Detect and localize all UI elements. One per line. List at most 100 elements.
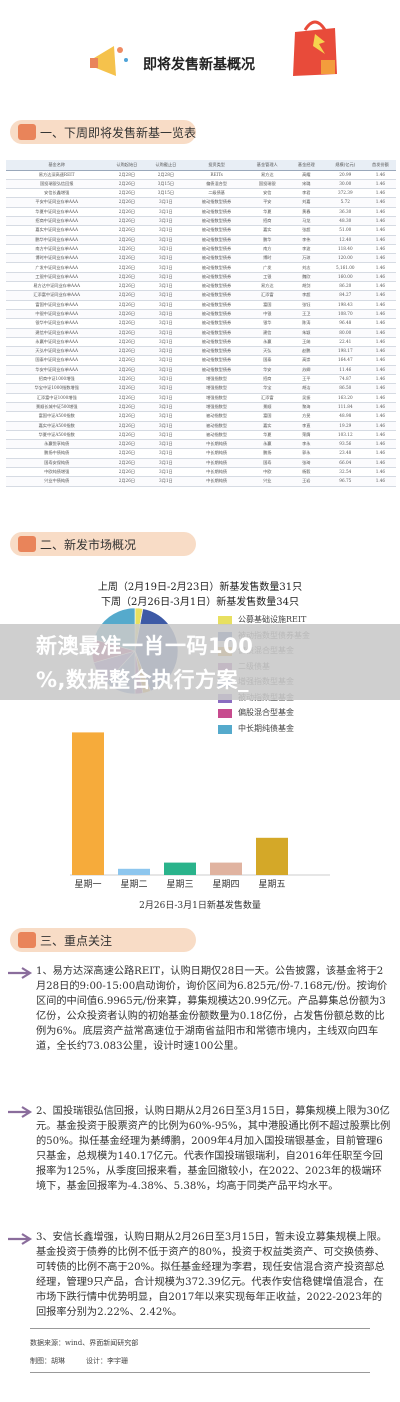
- producer: 制图：胡琳: [30, 1357, 65, 1365]
- table-cell: 1.46: [364, 355, 396, 366]
- table-cell: 偏债混合型: [185, 179, 248, 190]
- table-cell: 黎海: [286, 402, 326, 413]
- table-cell: 李君: [286, 188, 326, 199]
- table-cell: 3月1日: [146, 421, 186, 431]
- table-cell: 3月1日: [146, 318, 186, 329]
- table-cell: 1.46: [364, 439, 396, 450]
- table-cell: 3月1日: [146, 393, 186, 403]
- table-cell: 1.46: [364, 328, 396, 338]
- table-cell: 1.46: [364, 272, 396, 283]
- table-cell: 5.72: [325, 197, 365, 208]
- fund-table: 基金名称 认购起始日 认购截止日 投资类型 基金管理人 基金经理 规模(亿元) 首发份额 易方…: [6, 160, 396, 495]
- table-cell: 华安: [247, 365, 287, 376]
- table-header-row: 基金名称 认购起始日 认购截止日 投资类型 基金管理人 基金经理 规模(亿元) 首发份额: [6, 160, 396, 171]
- table-cell: 被动指数型债券: [185, 318, 248, 329]
- table-row: 汇添富中证1000增强 2月26日 3月1日 增强指数型 汇添富 吴振 163.20 1.46: [6, 393, 396, 403]
- table-cell: 国寿: [247, 458, 287, 469]
- table-cell: 103.12: [325, 430, 365, 441]
- this-week-count: 下周（2月26日-3月1日）新基发售数量34只: [101, 597, 299, 608]
- table-cell: 嘉实中证同业存单AAA: [6, 225, 108, 236]
- data-source: 数据来源：wind、界面新闻研究部: [30, 1339, 139, 1347]
- table-cell: 方旻: [286, 411, 326, 422]
- table-row: 国泰中证同业存单AAA 2月26日 3月1日 被动指数型债券 国泰 高崇 164.47 1.4…: [6, 355, 396, 366]
- table-row: 工银中证同业存单AAA 2月26日 3月1日 被动指数型债券 工银 魏欣 160.00 1.4…: [6, 272, 396, 283]
- table-cell: 2月26日: [107, 272, 147, 283]
- table-cell: 国泰中证同业存单AAA: [6, 355, 108, 366]
- legend-label: 偏股混合型基金: [238, 708, 294, 717]
- table-row: 天弘中证同业存单AAA 2月26日 3月1日 被动指数型债券 天弘 赵鹏 198.17 1.4…: [6, 346, 396, 357]
- table-cell: 增强指数型: [185, 393, 248, 403]
- table-cell: 高耀: [286, 170, 326, 180]
- table-cell: 郭永: [286, 448, 326, 459]
- table-cell: 3月1日: [146, 290, 186, 301]
- table-cell: REITs: [185, 170, 248, 180]
- table-cell: 198.17: [325, 346, 365, 357]
- table-cell: 1.46: [364, 374, 396, 385]
- table-cell: 被动指数型: [185, 411, 248, 422]
- table-cell: 陈涛: [286, 318, 326, 329]
- table-cell: 中长期纯债: [185, 439, 248, 450]
- table-row: 广发中证同业存单AAA 2月26日 3月1日 被动指数型债券 广发 刘志 5,161.00 1…: [6, 262, 396, 273]
- table-cell: 2月26日: [107, 216, 147, 227]
- table-cell: 2月26日: [107, 458, 147, 469]
- table-row: 永赢中证同业存单AAA 2月26日 3月1日 被动指数型债券 永赢 王纳 22.41 1.46: [6, 337, 396, 348]
- table-cell: 3月1日: [146, 383, 186, 394]
- table-header-cell: 认购截止日: [146, 160, 186, 171]
- table-cell: 3月15日: [146, 179, 186, 190]
- table-cell: 2月28日: [107, 170, 147, 180]
- table-cell: 3月1日: [146, 244, 186, 255]
- table-cell: 32.54: [325, 467, 365, 478]
- section-banner-1: 一、下周即将发售新基一览表: [10, 120, 200, 146]
- table-row: 华宝中证1000指数增强 2月26日 3月1日 增强指数型 华宝 胡洁 86.50 1.46: [6, 383, 396, 394]
- table-cell: 96.75: [325, 476, 365, 487]
- table-header-cell: 基金经理: [286, 160, 326, 171]
- table-cell: 74.87: [325, 374, 365, 385]
- shopping-bag-icon: [293, 20, 337, 76]
- section-title: 一、下周即将发售新基一览表: [40, 126, 197, 140]
- table-cell: 被动指数型债券: [185, 216, 248, 227]
- table-cell: 被动指数型债券: [185, 225, 248, 236]
- legend-item: 公募基础设施REIT: [218, 614, 368, 630]
- table-cell: 2月26日: [107, 448, 147, 459]
- table-header-cell: 认购起始日: [107, 160, 147, 171]
- table-cell: 永赢中证同业存单AAA: [6, 337, 108, 348]
- table-cell: 1.46: [364, 188, 396, 199]
- table-cell: 51.00: [325, 225, 365, 236]
- table-cell: 1.46: [364, 262, 396, 273]
- table-cell: 3月1日: [146, 272, 186, 283]
- table-cell: 1.46: [364, 170, 396, 180]
- legend-item: 偏股混合型基金: [218, 707, 368, 723]
- table-cell: 天弘: [247, 346, 287, 357]
- table-cell: 被动指数型债券: [185, 197, 248, 208]
- table-cell: 5,161.00: [325, 262, 365, 273]
- table-cell: 银华: [247, 318, 287, 329]
- table-cell: 1.46: [364, 476, 396, 487]
- table-header-cell: 规模(亿元): [325, 160, 365, 171]
- table-cell: 12.40: [325, 235, 365, 245]
- section-banner-3: 三、重点关注: [10, 928, 200, 954]
- table-cell: 22.41: [325, 337, 365, 348]
- table-cell: 1.46: [364, 402, 396, 413]
- table-cell: 86.20: [325, 281, 365, 292]
- table-cell: 安信: [247, 188, 287, 199]
- table-cell: 3月1日: [146, 439, 186, 450]
- page-title: 即将发售新基概况: [143, 57, 255, 73]
- focus-item-3: 3、安信长鑫增强，认购日期从2月26日至3月15日，暂未设立募集规模上限。基金投…: [36, 1232, 387, 1318]
- table-cell: 易方达中证同业存单AAA: [6, 281, 108, 292]
- table-cell: 2月26日: [107, 467, 147, 478]
- table-cell: 2月26日: [107, 225, 147, 236]
- table-cell: 2月28日: [146, 170, 186, 180]
- table-cell: 中长期纯债: [185, 476, 248, 487]
- table-cell: 被动指数型债券: [185, 272, 248, 283]
- table-cell: 马龙: [286, 216, 326, 227]
- table-row: 博时中证同业存单AAA 2月26日 3月1日 被动指数型债券 博时 万琼 120.00 1.4…: [6, 253, 396, 264]
- table-cell: 3月1日: [146, 253, 186, 264]
- table-cell: 景顺: [247, 402, 287, 413]
- legend-label: 中长期纯债基金: [238, 723, 294, 733]
- table-cell: 招商中证同业存单AAA: [6, 216, 108, 227]
- table-cell: 3月1日: [146, 225, 186, 236]
- table-cell: 银华中证同业存单AAA: [6, 318, 108, 329]
- table-cell: 2月26日: [107, 346, 147, 357]
- bar-category-label: 星期二: [120, 879, 147, 890]
- table-cell: 118.40: [325, 244, 365, 255]
